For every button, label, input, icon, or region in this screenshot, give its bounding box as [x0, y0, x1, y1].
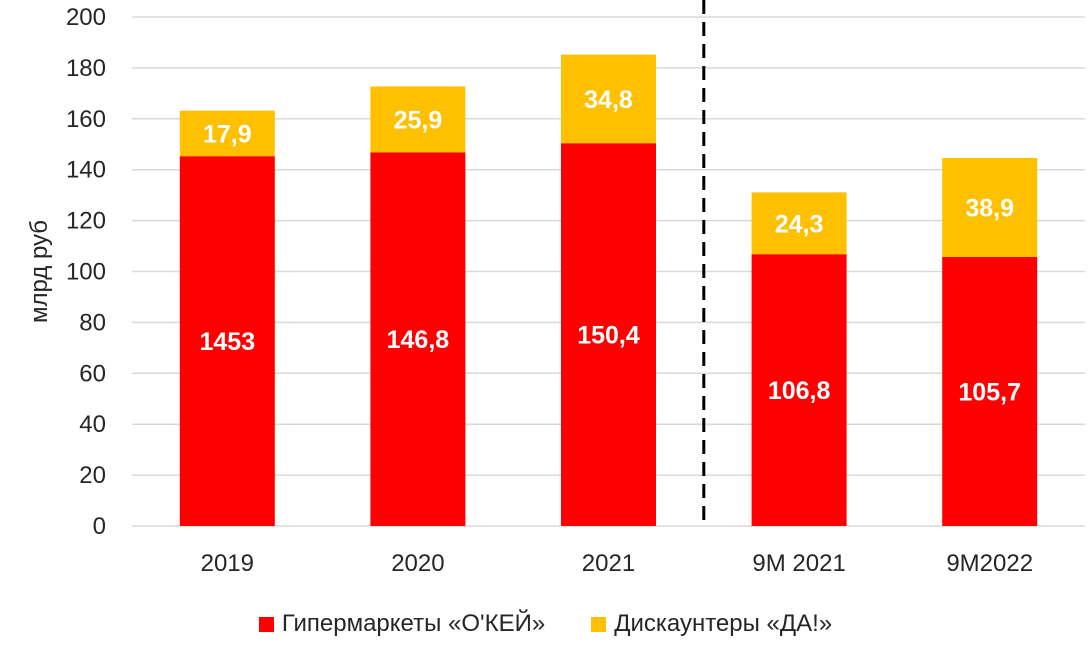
- bar-segment: [179, 156, 275, 527]
- bar-segment: [370, 152, 466, 527]
- y-tick-label: 120: [66, 208, 106, 235]
- data-label: 146,8: [387, 326, 450, 354]
- legend: Гипермаркеты «О'КЕЙ» Дискаунтеры «ДА!»: [0, 610, 1091, 638]
- y-tick-label: 200: [66, 4, 106, 31]
- legend-item-discounters: Дискаунтеры «ДА!»: [591, 610, 832, 638]
- legend-swatch-hypermarkets: [258, 616, 274, 632]
- data-label: 25,9: [394, 106, 443, 134]
- y-tick-label: 160: [66, 106, 106, 133]
- y-axis-ticks: 0 20 40 60 80 100 120 140 160 180 200: [66, 4, 106, 540]
- bar-segment: [751, 254, 847, 526]
- legend-swatch-discounters: [591, 616, 607, 632]
- data-label: 34,8: [584, 86, 633, 114]
- bar-segment: [751, 192, 847, 255]
- data-label: 106,8: [768, 377, 831, 405]
- x-axis-ticks: 2019 2020 2021 9M 2021 9M2022: [201, 550, 1033, 577]
- y-tick-label: 140: [66, 157, 106, 184]
- bars: [179, 54, 1038, 527]
- y-tick-label: 20: [79, 462, 106, 489]
- x-tick-label: 2019: [201, 550, 254, 577]
- data-label: 1453: [199, 328, 255, 356]
- y-tick-label: 80: [79, 309, 106, 336]
- data-label: 17,9: [203, 120, 252, 148]
- bar-segment: [561, 143, 656, 526]
- y-axis-label: млрд руб: [26, 220, 53, 323]
- x-tick-label: 9M 2021: [752, 550, 845, 577]
- y-tick-label: 180: [66, 55, 106, 82]
- bar-segment: [370, 86, 466, 153]
- bar-segment: [179, 110, 275, 157]
- legend-label-discounters: Дискаунтеры «ДА!»: [614, 610, 833, 637]
- x-tick-label: 2021: [582, 550, 635, 577]
- data-label: 24,3: [775, 210, 824, 238]
- y-tick-label: 0: [93, 513, 106, 540]
- bar-segment: [561, 54, 656, 144]
- legend-item-hypermarkets: Гипермаркеты «О'КЕЙ»: [258, 610, 546, 638]
- data-label: 105,7: [958, 378, 1021, 406]
- x-tick-label: 9M2022: [946, 550, 1033, 577]
- stacked-bar-chart: 0 20 40 60 80 100 120 140 160 180 200 млрд руб 145…: [26, 0, 1085, 577]
- y-tick-label: 40: [79, 411, 106, 438]
- data-label: 38,9: [965, 194, 1014, 222]
- bar-segment: [942, 157, 1038, 257]
- data-label: 150,4: [577, 322, 640, 350]
- y-tick-label: 100: [66, 259, 106, 286]
- x-tick-label: 2020: [391, 550, 444, 577]
- bar-segment: [942, 256, 1038, 526]
- y-tick-label: 60: [79, 360, 106, 387]
- data-labels: 1453 17,9 146,8 25,9 150,4 34,8 106,8 24,3 105,7…: [199, 86, 1020, 407]
- legend-label-hypermarkets: Гипермаркеты «О'КЕЙ»: [281, 610, 546, 637]
